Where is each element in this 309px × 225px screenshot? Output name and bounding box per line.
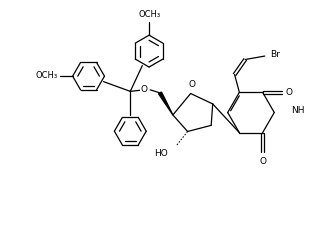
Text: NH: NH bbox=[291, 106, 305, 115]
Text: OCH₃: OCH₃ bbox=[35, 71, 57, 80]
Polygon shape bbox=[159, 92, 173, 115]
Text: OCH₃: OCH₃ bbox=[138, 10, 160, 19]
Text: O: O bbox=[188, 80, 195, 89]
Text: O: O bbox=[140, 85, 147, 94]
Text: O: O bbox=[259, 157, 266, 166]
Text: HO: HO bbox=[154, 149, 168, 158]
Text: Br: Br bbox=[270, 50, 280, 59]
Text: O: O bbox=[286, 88, 293, 97]
